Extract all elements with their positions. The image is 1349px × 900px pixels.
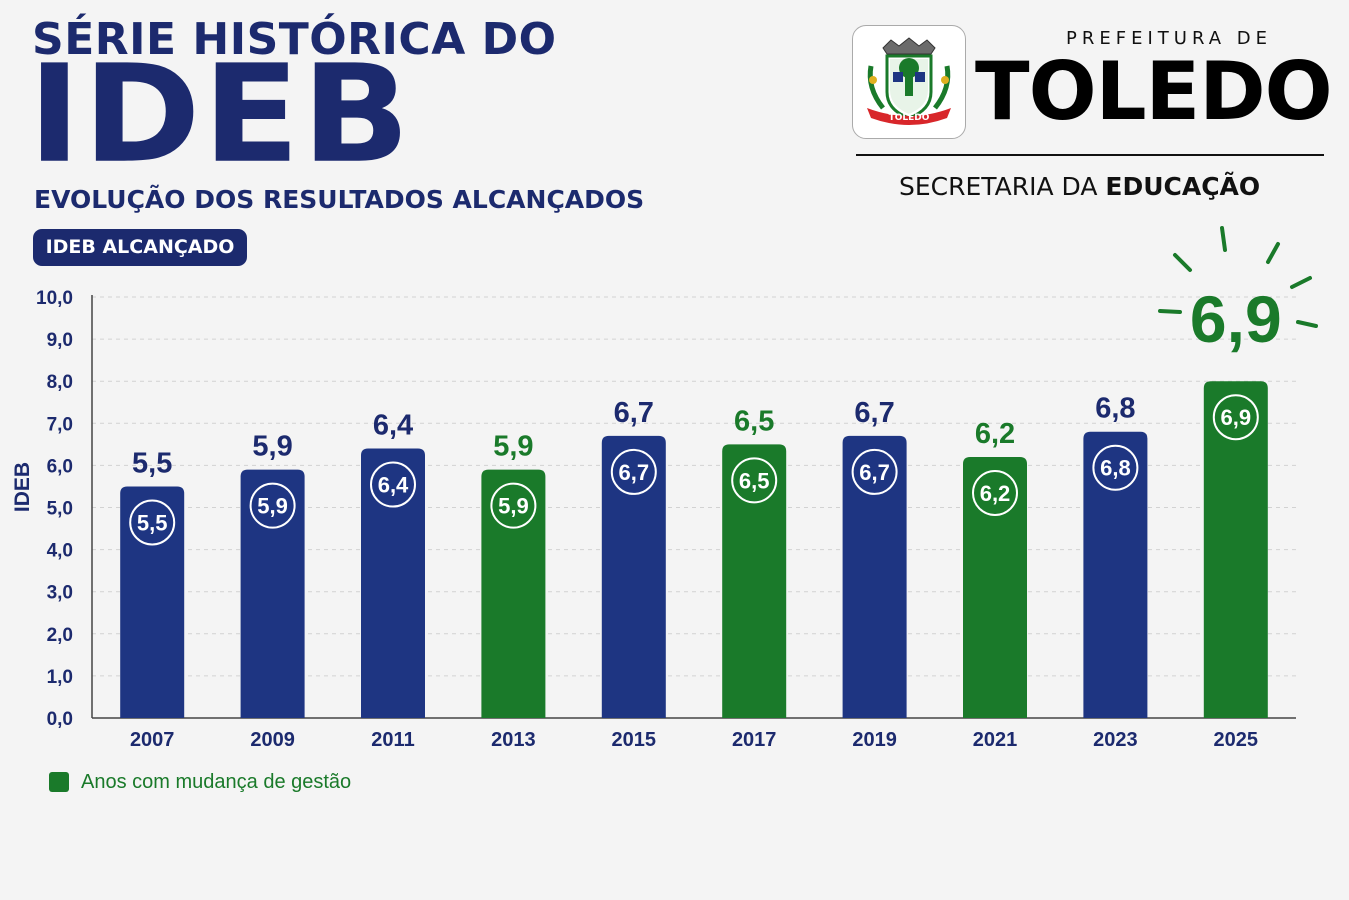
chart-legend: Anos com mudança de gestão [49, 770, 351, 794]
bar [601, 435, 666, 718]
bar [1203, 381, 1268, 718]
bar-value-circle [851, 448, 898, 495]
bar [240, 469, 305, 718]
highlight-burst-ray [1173, 253, 1192, 272]
bar-value-label: 6,5 [734, 405, 774, 437]
legend-label: Anos com mudança de gestão [81, 770, 352, 793]
bar-value-label: 5,5 [132, 447, 172, 479]
bar-value-badge: 5,9 [498, 494, 529, 519]
bar-value-label: 6,8 [1095, 393, 1135, 425]
bar-value-label: 6,7 [854, 397, 894, 429]
city-name-logo: TOLEDO [975, 45, 1333, 138]
x-tick-label: 2019 [852, 729, 897, 751]
city-crest-logo: TOLEDO [852, 25, 966, 139]
bar-value-label: 6,2 [975, 418, 1015, 450]
department-bold: EDUCAÇÃO [1105, 172, 1261, 201]
bar [1083, 431, 1148, 718]
y-tick-label: 6,0 [47, 456, 73, 477]
bar-value-circle [249, 482, 296, 529]
x-tick-label: 2007 [130, 729, 175, 751]
bar-value-circle [490, 482, 537, 529]
logo-divider [856, 154, 1324, 156]
highlight-value-label: 6,9 [1190, 282, 1282, 356]
y-tick-label: 10,0 [36, 288, 73, 309]
bar-value-label: 6,4 [373, 410, 413, 442]
y-tick-label: 3,0 [47, 583, 73, 604]
y-tick-label: 9,0 [47, 330, 73, 351]
bar-value-circle [1212, 394, 1259, 441]
x-tick-label: 2015 [612, 729, 657, 751]
bar-value-badge: 6,7 [859, 460, 890, 485]
bar [120, 486, 185, 718]
bar-value-circle [129, 499, 176, 546]
bar-value-circle [972, 469, 1018, 516]
highlight-burst-ray [1158, 309, 1182, 314]
bar-value-badge: 6,5 [739, 468, 770, 493]
x-tick-label: 2021 [973, 729, 1018, 751]
y-tick-label: 4,0 [47, 541, 73, 562]
highlight-burst-ray [1220, 226, 1227, 252]
bar-value-circle [370, 461, 416, 508]
highlight-burst-ray [1266, 242, 1280, 264]
x-tick-label: 2011 [371, 729, 414, 751]
y-axis-label: IDEB [11, 462, 34, 512]
bar-value-label: 6,7 [614, 397, 654, 429]
x-tick-label: 2023 [1093, 729, 1138, 751]
x-tick-label: 2009 [250, 729, 295, 751]
bar-value-badge: 5,9 [257, 494, 288, 519]
page-title-main: IDEB [28, 36, 412, 193]
y-tick-label: 8,0 [47, 372, 73, 393]
page-title-top: SÉRIE HISTÓRICA DO [32, 14, 557, 65]
x-tick-label: 2017 [732, 729, 777, 751]
bar [722, 444, 787, 718]
bar-value-circle [1092, 444, 1139, 491]
prefeitura-label: PREFEITURA DE [1066, 28, 1272, 49]
y-tick-label: 7,0 [47, 414, 73, 435]
ideb-badge: IDEB ALCANÇADO [33, 229, 247, 266]
y-tick-label: 2,0 [47, 625, 73, 646]
x-tick-label: 2013 [491, 729, 536, 751]
bar [481, 469, 546, 718]
bar-value-circle [610, 448, 657, 495]
page-subtitle: EVOLUÇÃO DOS RESULTADOS ALCANÇADOS [34, 185, 645, 214]
legend-swatch-green [49, 772, 69, 792]
bar-value-label: 5,9 [252, 431, 292, 463]
y-tick-label: 1,0 [47, 667, 73, 688]
y-tick-label: 0,0 [47, 709, 73, 730]
bar [361, 448, 425, 718]
highlight-burst-ray [1290, 276, 1312, 289]
bar-value-badge: 5,5 [137, 510, 168, 535]
bar-value-circle [731, 457, 778, 504]
bar-value-badge: 6,2 [980, 481, 1011, 506]
bar-value-label: 5,9 [493, 431, 533, 463]
bar [963, 456, 1027, 718]
svg-text:TOLEDO: TOLEDO [889, 113, 930, 123]
x-tick-label: 2025 [1214, 729, 1259, 751]
bar-value-badge: 6,8 [1100, 456, 1131, 481]
highlight-burst-ray [1296, 320, 1318, 328]
bar-value-badge: 6,4 [378, 473, 409, 498]
bar [842, 435, 907, 718]
department-prefix: SECRETARIA DA [899, 172, 1106, 201]
y-tick-label: 5,0 [47, 499, 73, 520]
department-label: SECRETARIA DA EDUCAÇÃO [899, 170, 1260, 204]
bar-value-badge: 6,9 [1221, 405, 1252, 430]
bar-value-badge: 6,7 [619, 460, 650, 485]
